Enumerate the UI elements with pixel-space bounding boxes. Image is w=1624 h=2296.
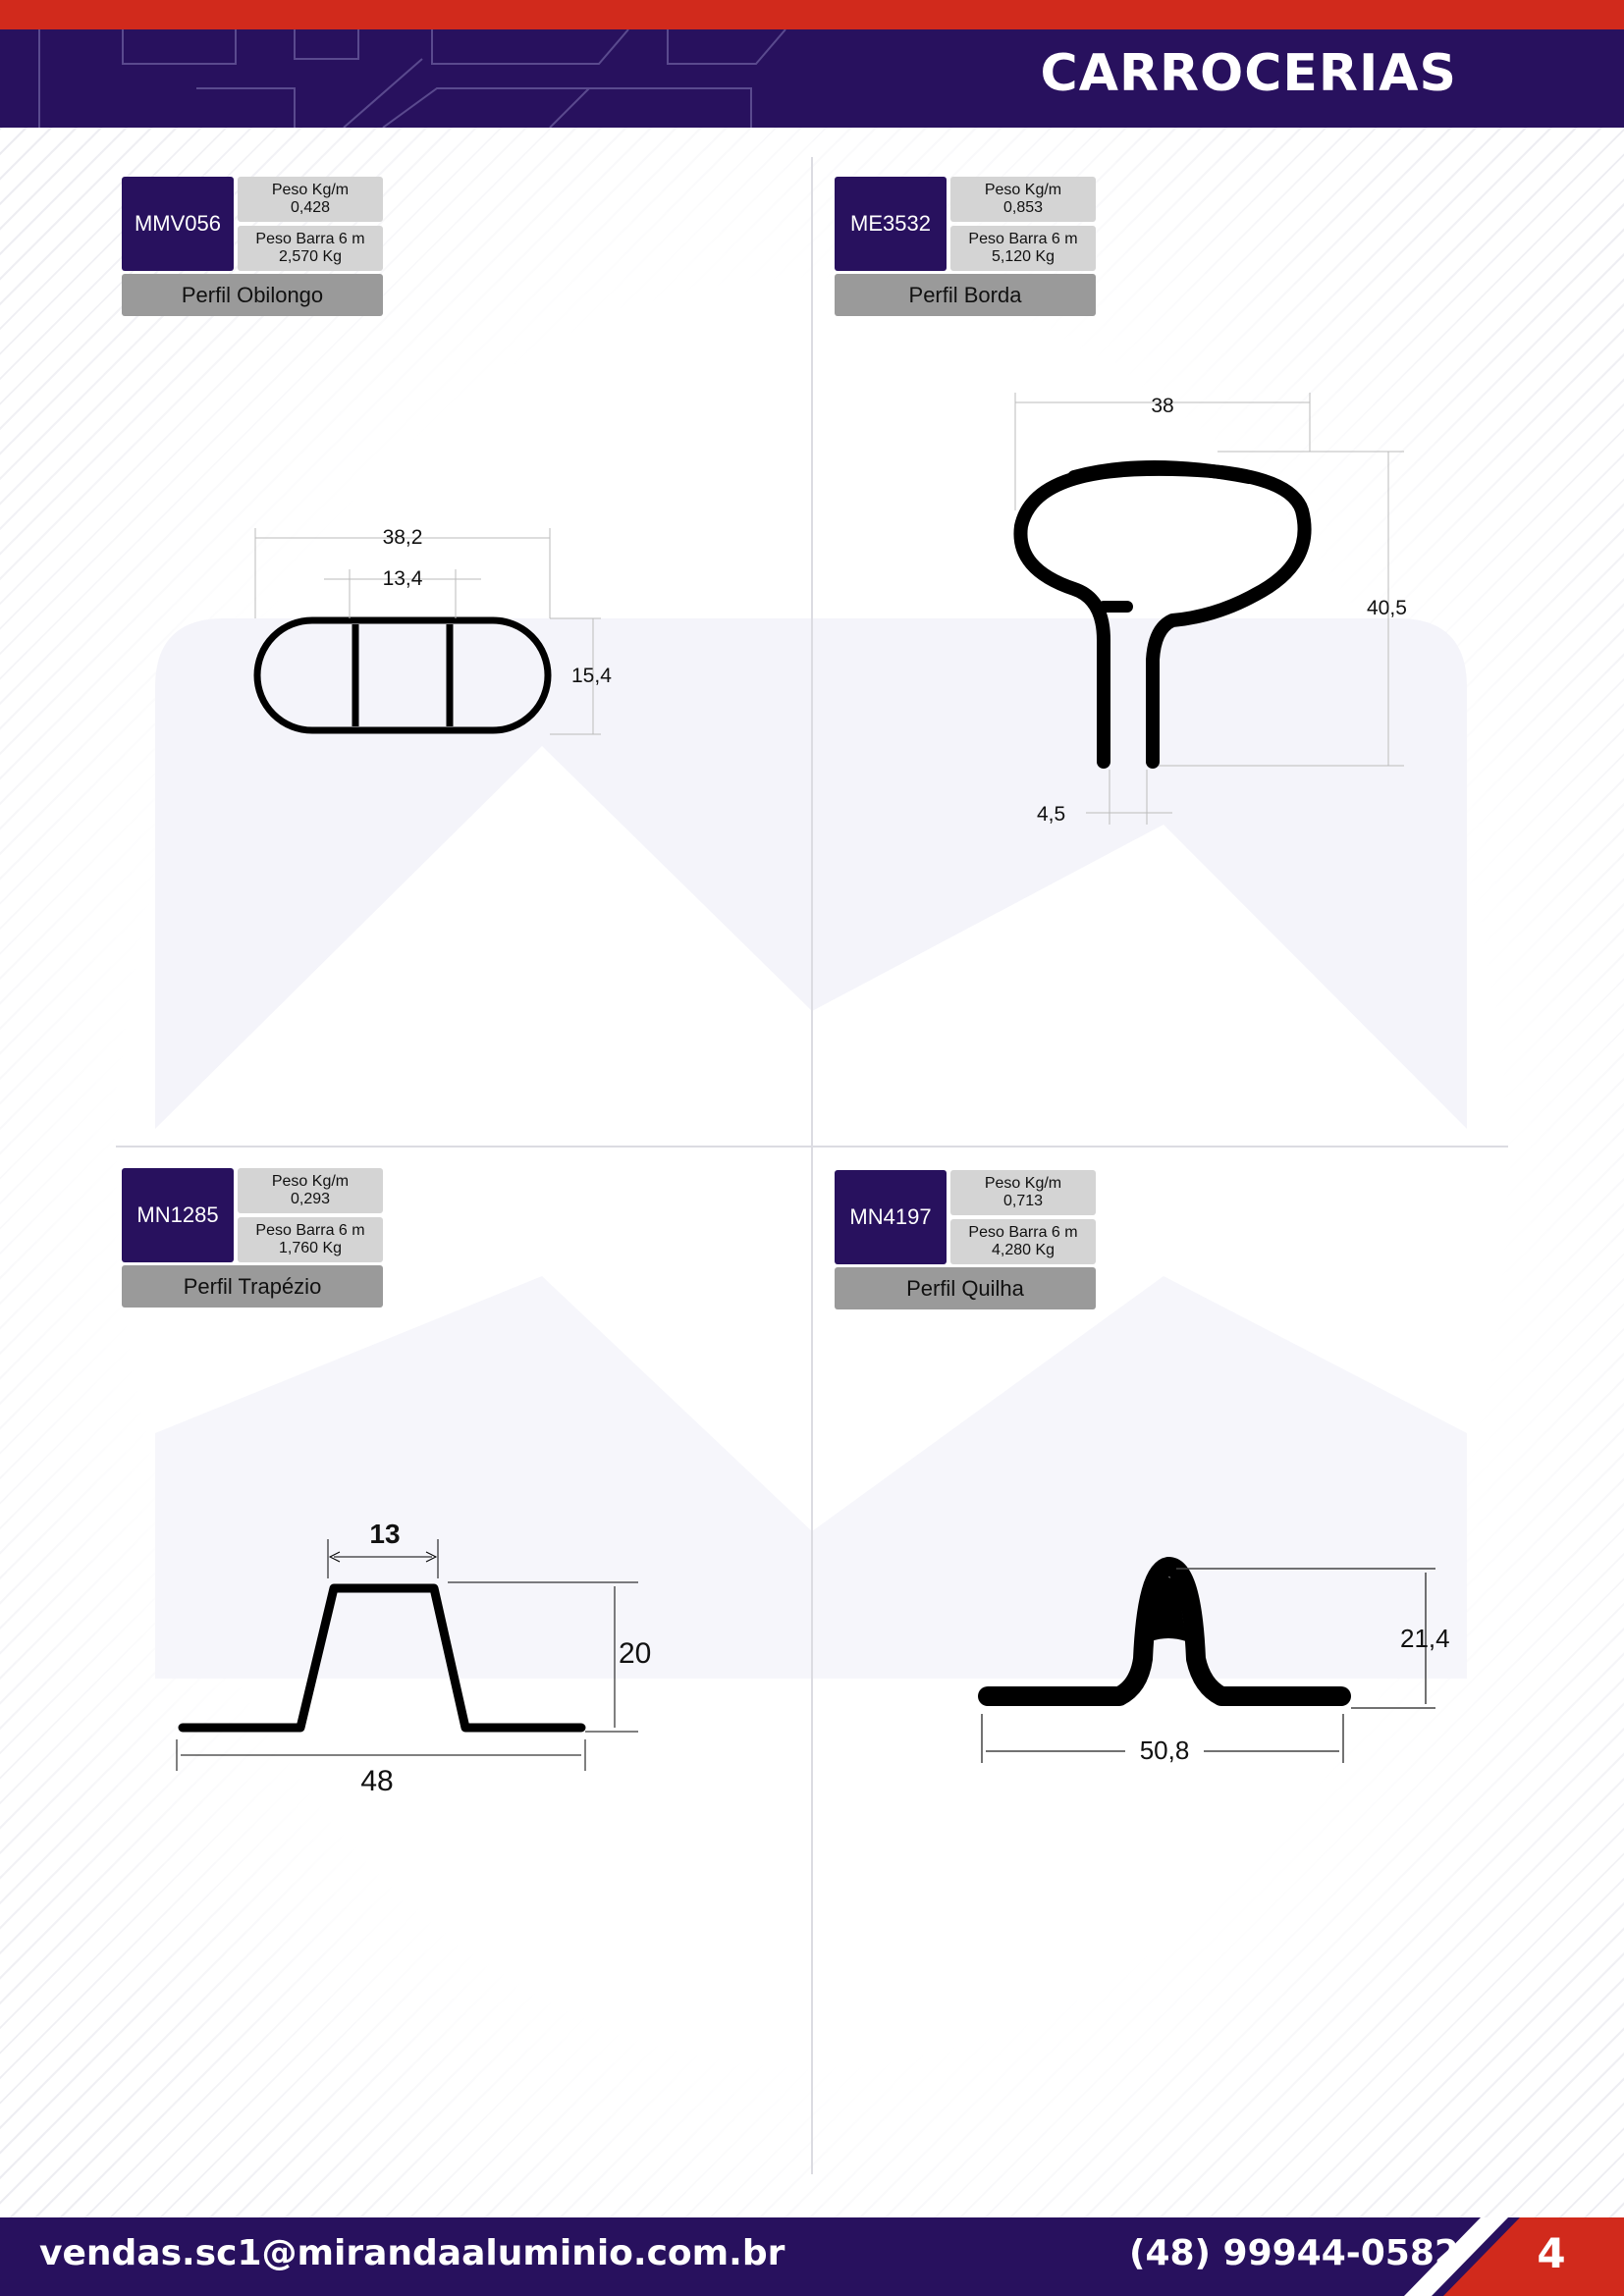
product-name: Perfil Obilongo xyxy=(122,274,383,316)
bar-weight-label: Peso Barra 6 m xyxy=(968,231,1078,247)
weight-label: Peso Kg/m xyxy=(271,1173,350,1190)
product-card-mmv056: MMV056 Peso Kg/m 0,428 Peso Barra 6 m 2,… xyxy=(122,177,383,316)
footer-phone: (48) 99944-0582 xyxy=(1129,2233,1459,2273)
header-band: CARROCERIAS xyxy=(0,29,1624,128)
page-number: 4 xyxy=(1537,2229,1566,2277)
weight-per-meter: Peso Kg/m 0,713 xyxy=(950,1170,1096,1215)
bar-weight-value: 4,280 Kg xyxy=(991,1242,1056,1258)
weight-per-meter: Peso Kg/m 0,853 xyxy=(950,177,1096,222)
drawing-perfil-borda: 38 40,5 4,5 xyxy=(1013,393,1407,826)
weight-per-meter: Peso Kg/m 0,428 xyxy=(238,177,383,222)
header-circuit-decoration xyxy=(38,29,786,128)
horizontal-divider xyxy=(116,1146,1508,1148)
weight-value: 0,853 xyxy=(1002,199,1044,216)
dim-inner: 13,4 xyxy=(383,567,423,590)
dim-top: 13 xyxy=(369,1519,400,1549)
footer-page-corner xyxy=(1404,2217,1624,2296)
product-code: MMV056 xyxy=(122,177,234,271)
dim-height: 21,4 xyxy=(1400,1624,1450,1653)
bar-weight-label: Peso Barra 6 m xyxy=(968,1224,1078,1241)
vertical-divider xyxy=(811,157,813,2174)
product-code: MN4197 xyxy=(835,1170,947,1264)
product-name: Perfil Quilha xyxy=(835,1267,1096,1309)
weight-per-meter: Peso Kg/m 0,293 xyxy=(238,1168,383,1213)
header-accent-bar xyxy=(0,0,1624,29)
weight-label: Peso Kg/m xyxy=(271,182,350,198)
bar-weight: Peso Barra 6 m 5,120 Kg xyxy=(950,226,1096,271)
weight-value: 0,293 xyxy=(290,1191,331,1207)
dim-width: 48 xyxy=(360,1765,393,1797)
page-title: CARROCERIAS xyxy=(1040,44,1457,103)
product-card-mn4197: MN4197 Peso Kg/m 0,713 Peso Barra 6 m 4,… xyxy=(835,1170,1096,1309)
dim-height: 15,4 xyxy=(571,665,612,687)
bar-weight-value: 5,120 Kg xyxy=(991,248,1056,265)
bar-weight: Peso Barra 6 m 2,570 Kg xyxy=(238,226,383,271)
product-name: Perfil Borda xyxy=(835,274,1096,316)
drawing-perfil-obilongo: 38,2 13,4 15,4 xyxy=(253,526,612,735)
weight-value: 0,713 xyxy=(1002,1193,1044,1209)
weight-value: 0,428 xyxy=(290,199,331,216)
bar-weight-value: 2,570 Kg xyxy=(278,248,343,265)
product-code: ME3532 xyxy=(835,177,947,271)
bar-weight: Peso Barra 6 m 4,280 Kg xyxy=(950,1219,1096,1264)
product-name: Perfil Trapézio xyxy=(122,1265,383,1308)
footer-email: vendas.sc1@mirandaaluminio.com.br xyxy=(39,2233,785,2273)
dim-width: 50,8 xyxy=(1140,1735,1190,1765)
bar-weight-label: Peso Barra 6 m xyxy=(255,231,365,247)
drawing-perfil-quilha: 21,4 50,8 xyxy=(978,1557,1450,1765)
footer-bar: vendas.sc1@mirandaaluminio.com.br (48) 9… xyxy=(0,2217,1624,2296)
weight-label: Peso Kg/m xyxy=(984,182,1062,198)
bar-weight: Peso Barra 6 m 1,760 Kg xyxy=(238,1217,383,1262)
dim-height: 40,5 xyxy=(1367,597,1407,619)
drawing-perfil-trapezio: 13 20 48 xyxy=(176,1519,651,1797)
bar-weight-value: 1,760 Kg xyxy=(278,1240,343,1256)
weight-label: Peso Kg/m xyxy=(984,1175,1062,1192)
dim-width: 38,2 xyxy=(383,526,423,549)
product-code: MN1285 xyxy=(122,1168,234,1262)
bar-weight-label: Peso Barra 6 m xyxy=(255,1222,365,1239)
dim-width: 38 xyxy=(1151,395,1173,417)
product-card-me3532: ME3532 Peso Kg/m 0,853 Peso Barra 6 m 5,… xyxy=(835,177,1096,316)
product-card-mn1285: MN1285 Peso Kg/m 0,293 Peso Barra 6 m 1,… xyxy=(122,1168,383,1308)
dim-gap: 4,5 xyxy=(1037,803,1065,826)
dim-height: 20 xyxy=(619,1637,651,1670)
